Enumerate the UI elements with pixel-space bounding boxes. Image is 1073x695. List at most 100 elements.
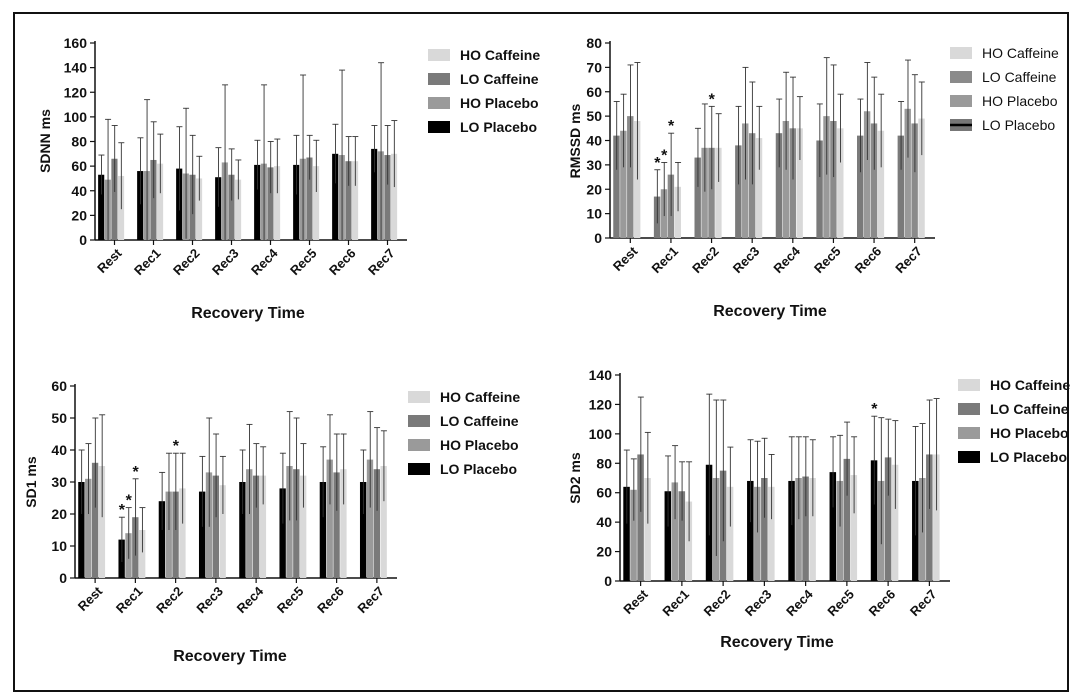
- bar: [823, 116, 830, 238]
- bar: [836, 480, 844, 581]
- bar: [158, 501, 166, 578]
- significance-star: *: [668, 118, 675, 135]
- x-axis-label: Recovery Time: [191, 305, 305, 322]
- y-tick-label: 120: [589, 396, 613, 412]
- bar: [267, 167, 274, 240]
- bar: [620, 130, 627, 238]
- y-tick-label: 70: [586, 59, 602, 75]
- legend-label: LO Caffeine: [440, 413, 519, 429]
- bar: [352, 161, 359, 240]
- bar: [735, 145, 742, 238]
- y-axis-label: SD1 ms: [23, 456, 39, 508]
- y-tick-label: 60: [51, 378, 67, 394]
- x-tick-label: Rest: [75, 583, 106, 614]
- chart-panel-4: 0 20 40 60 80 100 120 140 SD2 ms Recovery Time Res…: [567, 367, 1070, 651]
- bar: [345, 161, 352, 240]
- bar: [259, 475, 267, 578]
- x-tick-label: Rec5: [811, 244, 844, 277]
- bar: [694, 157, 701, 238]
- x-tick-label: Rec3: [730, 244, 763, 277]
- y-tick-label: 40: [586, 133, 602, 149]
- bar: [391, 153, 398, 240]
- legend-swatch: [958, 451, 980, 463]
- y-tick-label: 60: [71, 158, 87, 174]
- y-axis-label: SD2 ms: [567, 452, 583, 504]
- bar: [857, 135, 864, 238]
- chart-panel-2: 0 10 20 30 40 50 60 70 80 RMSSD ms Recovery Time Re…: [567, 35, 1059, 320]
- bar: [252, 475, 260, 578]
- y-tick-label: 140: [589, 367, 613, 383]
- significance-star: *: [132, 464, 139, 481]
- x-tick-label: Rec4: [248, 245, 281, 278]
- x-tick-label: Rec6: [852, 244, 885, 277]
- bar: [742, 123, 749, 238]
- y-tick-label: 80: [71, 134, 87, 150]
- bar: [664, 491, 672, 581]
- legend-label: LO Placebo: [990, 449, 1067, 465]
- y-tick-label: 40: [71, 183, 87, 199]
- y-tick-label: 30: [586, 157, 602, 173]
- significance-star: *: [871, 401, 878, 418]
- bar: [891, 464, 899, 581]
- y-tick-label: 20: [51, 506, 67, 522]
- significance-star: *: [661, 147, 668, 164]
- legend-swatch: [428, 121, 450, 133]
- bar: [870, 460, 878, 581]
- x-tick-label: Rec1: [659, 587, 692, 620]
- bar: [613, 135, 620, 238]
- legend-swatch: [408, 463, 430, 475]
- significance-star: *: [709, 91, 716, 108]
- bar: [254, 164, 261, 240]
- bar: [212, 475, 219, 578]
- significance-star: *: [126, 493, 133, 510]
- bar: [98, 466, 106, 578]
- chart-panel-3: 0 10 20 30 40 50 60 SD1 ms Recovery Time Rest Rec1…: [23, 378, 520, 665]
- bar: [286, 466, 293, 578]
- y-tick-label: 80: [596, 455, 612, 471]
- legend-label: LO Placebo: [440, 461, 517, 477]
- bar: [85, 478, 92, 578]
- x-tick-label: Rec1: [113, 584, 146, 617]
- y-tick-label: 100: [589, 426, 613, 442]
- y-tick-label: 30: [51, 474, 67, 490]
- x-tick-label: Rec5: [274, 584, 307, 617]
- bar: [837, 128, 844, 238]
- y-tick-label: 40: [596, 514, 612, 530]
- x-tick-label: Rec2: [170, 246, 203, 279]
- bar: [333, 472, 340, 578]
- bar: [235, 179, 242, 240]
- y-tick-label: 60: [586, 84, 602, 100]
- y-tick-label: 100: [64, 109, 88, 125]
- y-tick-label: 0: [604, 573, 612, 589]
- bar: [313, 166, 320, 240]
- chart-panel-1: 0 20 40 60 80 100 120 140 160 SDNN ms Recovery Tim…: [37, 35, 540, 322]
- legend-swatch: [958, 427, 980, 439]
- bar: [326, 459, 333, 578]
- legend-label: LO Caffeine: [460, 71, 539, 87]
- x-tick-label: Rec2: [701, 587, 734, 620]
- bar: [239, 482, 246, 578]
- bar: [933, 454, 940, 581]
- bar: [809, 478, 816, 581]
- bar: [775, 133, 783, 238]
- bar: [179, 488, 186, 578]
- y-tick-label: 0: [59, 570, 67, 586]
- x-tick-label: Rec4: [783, 586, 816, 619]
- y-axis-label: SDNN ms: [37, 109, 53, 173]
- bar: [747, 480, 754, 581]
- bar: [926, 454, 933, 581]
- legend-label: LO Caffeine: [982, 69, 1057, 85]
- x-axis-label: Recovery Time: [720, 634, 834, 651]
- bar: [850, 475, 858, 581]
- y-tick-label: 20: [71, 207, 87, 223]
- significance-star: *: [654, 155, 661, 172]
- x-tick-label: Rec5: [824, 587, 857, 620]
- bar: [138, 530, 146, 578]
- bar: [623, 486, 630, 581]
- bar: [196, 178, 203, 240]
- y-tick-label: 20: [586, 181, 602, 197]
- x-tick-label: Rec3: [742, 587, 775, 620]
- legend-swatch: [950, 95, 972, 107]
- legend-swatch: [950, 47, 972, 59]
